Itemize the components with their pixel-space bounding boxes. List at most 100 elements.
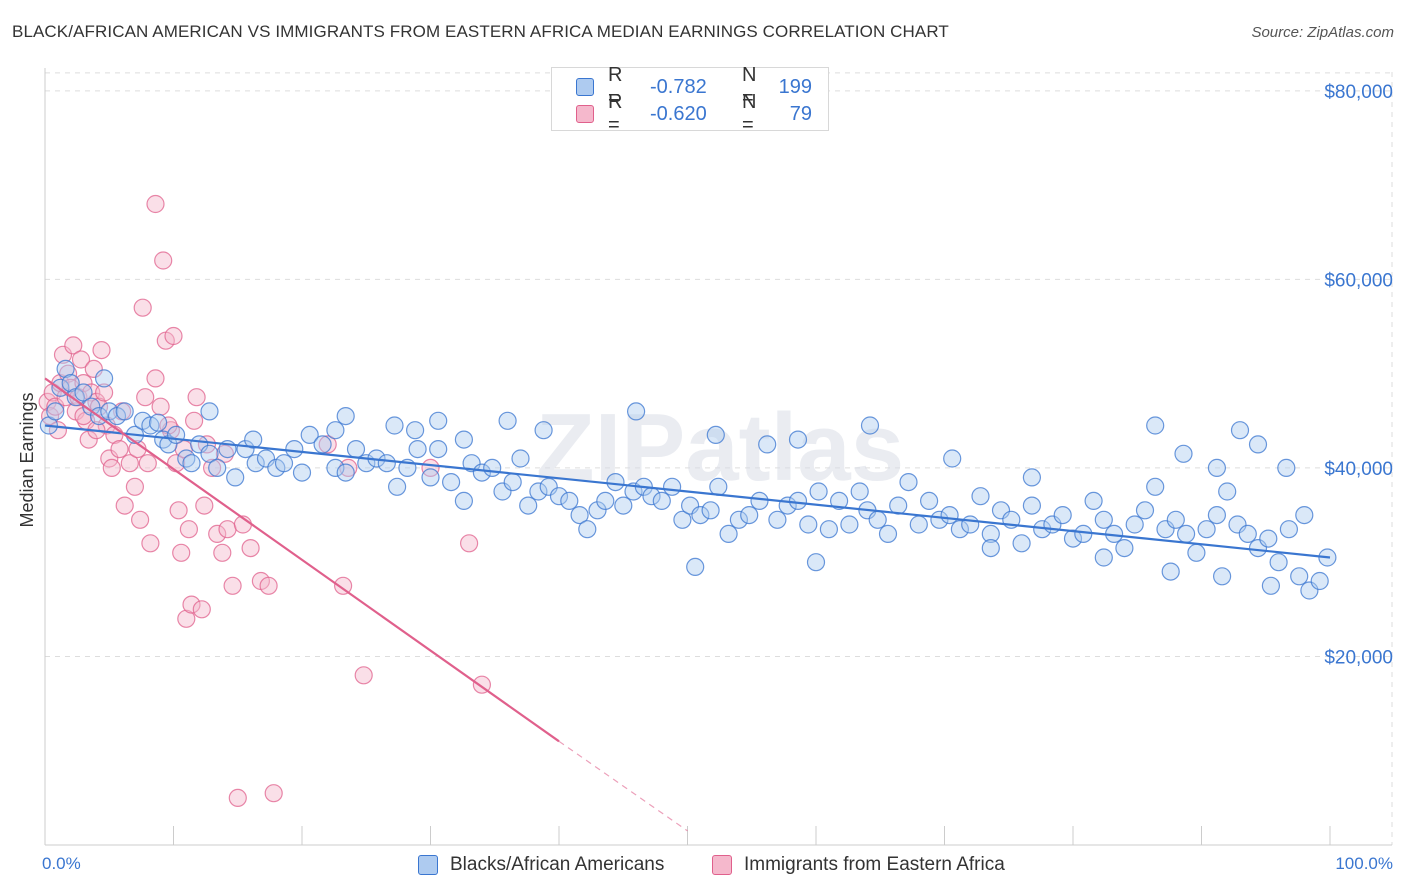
- pink-point: [208, 524, 227, 544]
- pink-point: [169, 501, 188, 520]
- blue-point: [626, 402, 646, 421]
- blue-point: [588, 501, 607, 520]
- pink-point: [264, 784, 283, 803]
- blue-point: [46, 402, 65, 421]
- pink-point: [215, 444, 234, 463]
- blue-point: [1290, 567, 1309, 586]
- blue-point: [1094, 548, 1113, 567]
- pink-point: [146, 194, 165, 214]
- series-swatch-blue: [418, 855, 438, 875]
- pink-point: [110, 440, 129, 459]
- blue-point: [981, 524, 1000, 544]
- pink-point: [125, 477, 144, 496]
- blue-point: [226, 468, 245, 487]
- pink-point: [136, 388, 155, 407]
- y-axis-label: Median Earnings: [17, 392, 37, 527]
- pink-point: [354, 666, 373, 685]
- pink-trendline: [44, 377, 560, 743]
- pink-point: [64, 336, 83, 355]
- blue-point: [346, 440, 366, 459]
- blue-point: [673, 510, 692, 529]
- pink-point: [131, 510, 150, 529]
- blue-point: [472, 463, 491, 482]
- pink-point: [172, 543, 191, 562]
- blue-point: [899, 473, 918, 492]
- blue-point: [981, 538, 1000, 558]
- blue-point: [1310, 571, 1329, 591]
- blue-point: [1161, 562, 1180, 581]
- pink-point: [74, 374, 93, 393]
- blue-point: [570, 505, 589, 525]
- legend-swatch-pink: [576, 105, 594, 123]
- blue-point: [919, 491, 939, 510]
- blue-point: [511, 449, 530, 468]
- legend-n-value: 79: [789, 102, 812, 125]
- blue-point: [1218, 482, 1237, 501]
- pink-point: [177, 609, 196, 628]
- blue-point: [1207, 505, 1227, 525]
- blue-point: [943, 449, 962, 468]
- blue-point: [454, 430, 473, 449]
- blue-point: [1084, 491, 1103, 510]
- blue-point: [1074, 524, 1093, 544]
- blue-point: [662, 477, 682, 496]
- pink-point: [92, 341, 111, 360]
- legend-row-pink: R = -0.620 N = 79: [552, 91, 812, 136]
- series-legend-pink: Immigrants from Eastern Africa: [712, 852, 1005, 878]
- stats-legend: R = -0.782 N = 199 R = -0.620 N = 79: [551, 64, 829, 136]
- blue-point: [208, 458, 227, 477]
- blue-point: [1248, 435, 1268, 454]
- pink-point: [259, 576, 278, 595]
- pink-trendline-extension: [558, 740, 688, 832]
- legend-r-label: R =: [608, 91, 623, 136]
- blue-point: [326, 458, 345, 477]
- blue-point: [388, 477, 407, 496]
- blue-point: [326, 421, 345, 440]
- pink-point: [182, 595, 201, 614]
- series-swatch-pink: [712, 855, 732, 875]
- blue-points: [39, 359, 1337, 600]
- pink-point: [138, 454, 157, 473]
- y-tick-label: $60,000: [1324, 270, 1393, 291]
- chart-title: BLACK/AFRICAN AMERICAN VS IMMIGRANTS FRO…: [12, 22, 949, 41]
- blue-point: [336, 463, 355, 482]
- blue-point: [809, 482, 828, 501]
- pink-point: [94, 383, 114, 402]
- blue-point: [706, 425, 725, 444]
- legend-swatch-blue: [576, 78, 594, 96]
- blue-point: [493, 482, 512, 501]
- blue-point: [788, 491, 808, 510]
- blue-trendline: [44, 424, 1331, 559]
- blue-point: [74, 383, 93, 402]
- blue-point: [159, 435, 178, 454]
- blue-point: [578, 520, 597, 539]
- blue-point: [1174, 444, 1193, 463]
- blue-point: [1053, 505, 1072, 525]
- blue-point: [149, 413, 168, 432]
- legend-n-value: 199: [778, 75, 812, 98]
- blue-point: [709, 477, 728, 496]
- legend-r-value: -0.782: [650, 75, 707, 98]
- y-tick-label: $40,000: [1324, 459, 1393, 480]
- blue-point: [950, 520, 970, 539]
- blue-point: [549, 487, 569, 506]
- blue-point: [652, 491, 671, 510]
- x-tick-label: 100.0%: [1335, 854, 1393, 873]
- blue-point: [1146, 477, 1165, 496]
- blue-point: [408, 440, 427, 459]
- blue-point: [606, 473, 625, 492]
- blue-point: [1279, 520, 1299, 539]
- blue-point: [1230, 421, 1250, 440]
- blue-point: [740, 505, 759, 525]
- blue-point: [701, 501, 720, 520]
- blue-point: [1146, 416, 1165, 435]
- blue-point: [878, 524, 898, 544]
- blue-point: [377, 454, 396, 473]
- pink-point: [159, 416, 178, 435]
- blue-point: [1022, 496, 1042, 515]
- blue-point: [691, 505, 710, 525]
- legend-n-label: N =: [742, 64, 757, 109]
- blue-point: [940, 505, 959, 525]
- blue-point: [292, 463, 312, 482]
- blue-point: [1125, 515, 1144, 534]
